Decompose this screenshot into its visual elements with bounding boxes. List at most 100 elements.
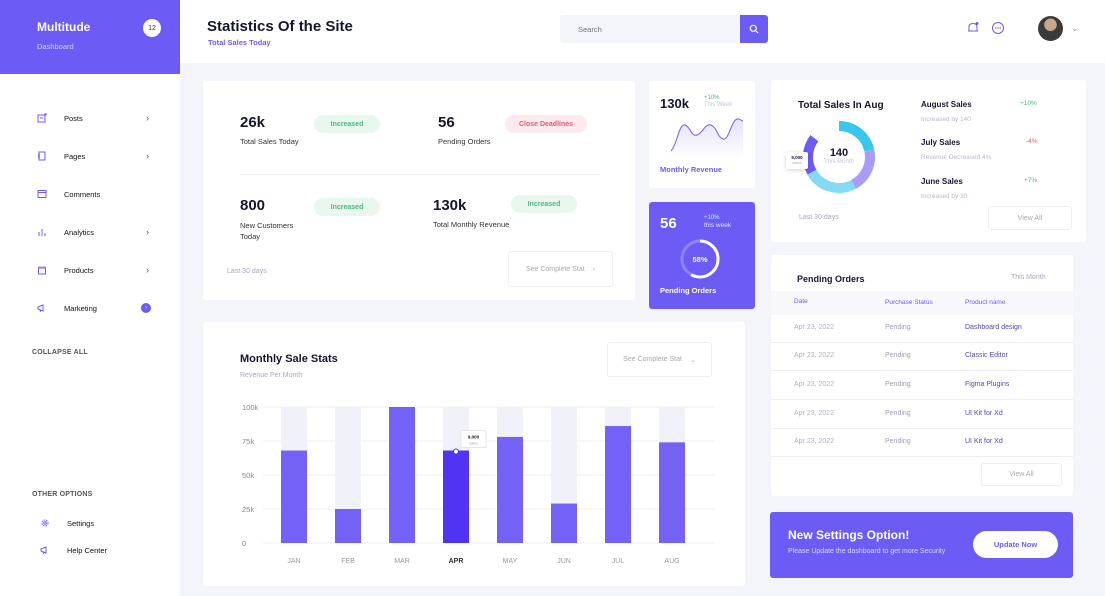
bar-mar[interactable] xyxy=(389,407,415,543)
table-cell: Dashboard design xyxy=(965,324,1022,331)
gear-icon xyxy=(39,517,51,529)
table-cell: Pending xyxy=(885,324,911,331)
bar-aug[interactable] xyxy=(659,442,685,543)
y-tick-label: 75k xyxy=(242,437,254,446)
pending-label: Pending Orders xyxy=(660,286,717,295)
bar-apr[interactable] xyxy=(443,450,469,543)
total-sales-footer: Last 30 days xyxy=(799,214,839,221)
y-tick-label: 25k xyxy=(242,505,254,514)
banner-text: Please Update the dashboard to get more … xyxy=(788,548,946,555)
sidebar-item-products[interactable]: Products › xyxy=(36,263,151,277)
table-cell: UI Kit for Xd xyxy=(965,438,1003,445)
tooltip-value: 9,000 xyxy=(468,435,480,440)
chevron-right-icon: › xyxy=(592,265,596,273)
sidebar-item-settings[interactable]: Settings xyxy=(39,516,154,530)
x-tick-label: JUN xyxy=(557,558,571,565)
chat-icon[interactable] xyxy=(991,21,1005,35)
comments-icon xyxy=(36,188,48,200)
pending-value: 56 xyxy=(660,215,677,232)
column-header: Product name xyxy=(965,299,1006,306)
table-row[interactable]: Apr 23, 2022 Pending UI Kit for Xd xyxy=(771,429,1073,457)
sidebar-item-help-center[interactable]: Help Center xyxy=(39,543,154,557)
month-name: August Sales xyxy=(921,100,972,109)
month-change: +10% xyxy=(1020,100,1037,107)
sidebar-item-label: Help Center xyxy=(67,545,108,555)
table-row[interactable]: Apr 23, 2022 Pending Dashboard design xyxy=(771,315,1073,343)
bar-jun[interactable] xyxy=(551,503,577,543)
search-input[interactable] xyxy=(560,15,740,43)
revenue-change-sub: This Week xyxy=(704,102,733,108)
avatar[interactable] xyxy=(1038,16,1063,41)
orders-period[interactable]: This Month xyxy=(1011,274,1046,281)
table-cell: Pending xyxy=(885,381,911,388)
sidebar-item-pages[interactable]: Pages › xyxy=(36,149,151,163)
see-complete-stat-button[interactable]: See Complete Stat › xyxy=(508,251,613,287)
bar-may[interactable] xyxy=(497,436,523,543)
month-note: Increased by 140 xyxy=(921,116,971,123)
stat-value: 56 xyxy=(438,114,455,131)
stat-label: Pending Orders xyxy=(438,137,491,146)
tooltip-sub: sales xyxy=(792,160,802,165)
status-badge: Increased xyxy=(511,195,577,213)
total-sales-donut xyxy=(803,121,875,193)
revenue-change: +10% xyxy=(704,95,720,101)
analytics-icon xyxy=(36,226,48,238)
orders-view-all-button[interactable]: View All xyxy=(981,463,1062,486)
status-badge: Close Deadlines xyxy=(505,115,587,133)
sidebar-item-label: Comments xyxy=(64,189,101,199)
search-button[interactable] xyxy=(740,15,768,43)
monthly-bar-chart: 0 25k 50k 75k 100k JAN FEB MAR APR MAY JUN JUL AUG 9,… xyxy=(242,403,715,565)
tooltip-marker xyxy=(453,448,459,455)
collapse-all-button[interactable]: COLLAPSE ALL xyxy=(32,349,88,356)
table-cell: Apr 23, 2022 xyxy=(794,352,835,359)
bar-jul[interactable] xyxy=(605,426,631,543)
sidebar-item-posts[interactable]: Posts › xyxy=(36,111,151,125)
settings-banner: New Settings Option! Please Update the d… xyxy=(770,512,1073,578)
sidebar-item-comments[interactable]: Comments xyxy=(36,187,151,201)
x-tick-label: AUG xyxy=(664,558,679,565)
view-all-button[interactable]: View All xyxy=(988,206,1072,230)
table-cell: Apr 23, 2022 xyxy=(794,438,835,445)
x-tick-label: MAR xyxy=(394,558,410,565)
chart-see-complete-stat-button[interactable]: See Complete Stat ⌄ xyxy=(607,342,712,377)
sidebar-item-label: Marketing xyxy=(64,303,97,313)
bar-feb[interactable] xyxy=(335,509,361,543)
table-row[interactable]: Apr 23, 2022 Pending Classic Editor xyxy=(771,343,1073,371)
table-cell: Classic Editor xyxy=(965,352,1008,359)
table-cell: UI Kit for Xd xyxy=(965,410,1003,417)
pending-card: 56 +10% this week 58% Pending Orders xyxy=(649,202,755,309)
pending-change-sub: this week xyxy=(704,222,732,229)
update-now-button[interactable]: Update Now xyxy=(973,531,1058,558)
pending-progress-ring xyxy=(680,239,720,279)
stats-footer: Last 30 days xyxy=(227,268,267,275)
sidebar-item-marketing[interactable]: Marketing › xyxy=(36,301,151,315)
month-note: Increased by 30 xyxy=(921,193,968,200)
stat-label: Total Sales Today xyxy=(240,137,299,146)
bell-icon[interactable] xyxy=(966,21,980,35)
posts-icon xyxy=(36,112,48,124)
pages-icon xyxy=(36,150,48,162)
bar-jan[interactable] xyxy=(281,450,307,543)
other-options-label: OTHER OPTIONS xyxy=(32,491,93,498)
column-header: Date xyxy=(794,298,808,305)
sidebar-item-label: Pages xyxy=(64,151,86,161)
sale-stats-card: Monthly Sale Stats Revenue Per Month See… xyxy=(203,322,745,586)
sidebar-item-analytics[interactable]: Analytics › xyxy=(36,225,151,239)
chevron-down-icon[interactable]: ⌄ xyxy=(1071,23,1079,33)
month-name: July Sales xyxy=(921,138,961,147)
x-tick-label: JUL xyxy=(612,558,625,565)
stats-card: 26k Total Sales Today Increased 56 Pendi… xyxy=(203,81,635,300)
notification-badge[interactable]: 12 xyxy=(143,19,161,37)
revenue-value: 130k xyxy=(660,96,689,111)
banner-title: New Settings Option! xyxy=(788,528,910,542)
table-row[interactable]: Apr 23, 2022 Pending UI Kit for Xd xyxy=(771,401,1073,429)
divider xyxy=(240,174,600,175)
x-tick-label: APR xyxy=(449,558,464,565)
table-cell: Apr 23, 2022 xyxy=(794,410,835,417)
month-change: +7% xyxy=(1024,177,1038,184)
y-tick-label: 100k xyxy=(242,403,259,412)
column-header: Purchase Status xyxy=(885,299,933,306)
table-row[interactable]: Apr 23, 2022 Pending Figma Plugins xyxy=(771,372,1073,400)
page-subtitle: Total Sales Today xyxy=(208,38,271,47)
sidebar-item-label: Posts xyxy=(64,113,83,123)
